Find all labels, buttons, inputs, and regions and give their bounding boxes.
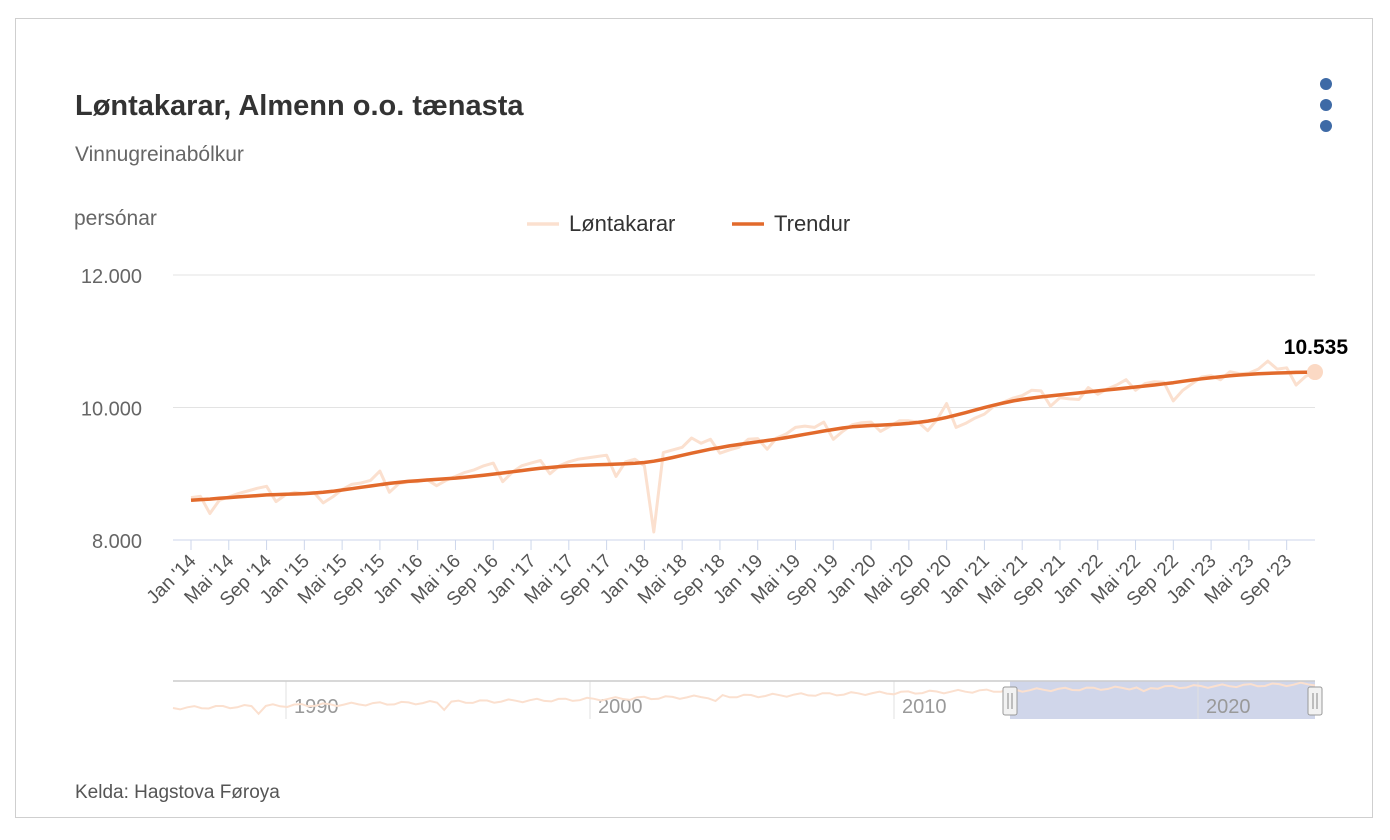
navigator-label: 2020 (1206, 696, 1251, 718)
legend-label: Løntakarar (569, 211, 675, 236)
more-vertical-icon[interactable] (1310, 74, 1342, 140)
last-value-label: 10.535 (1284, 336, 1349, 359)
navigator-label: 2010 (902, 696, 947, 718)
navigator-label: 1990 (294, 696, 339, 718)
navigator-handle-right[interactable] (1307, 686, 1323, 716)
menu-dot (1320, 120, 1332, 132)
y-axis-title: persónar (74, 207, 157, 230)
legend-item-lontakarar[interactable]: Løntakarar (527, 211, 675, 236)
y-tick-label: 12.000 (81, 266, 142, 288)
legend-label: Trendur (774, 211, 850, 236)
y-tick-label: 10.000 (81, 399, 142, 421)
handle-body (1307, 686, 1323, 716)
navigator-handle-left[interactable] (1002, 686, 1018, 716)
series-line-lontakarar (190, 359, 1316, 534)
menu-dot (1320, 78, 1332, 90)
series-line-trendur (190, 370, 1316, 503)
chart-subtitle: Vinnugreinabólkur (75, 143, 244, 166)
legend-item-trendur[interactable]: Trendur (732, 211, 850, 236)
handle-body (1002, 686, 1018, 716)
y-tick-label: 8.000 (92, 531, 142, 553)
chart-title: Løntakarar, Almenn o.o. tænasta (75, 90, 524, 122)
navigator-label: 2000 (598, 696, 643, 718)
source-credit: Kelda: Hagstova Føroya (75, 782, 280, 803)
menu-dot (1320, 99, 1332, 111)
navigator-series (172, 681, 1316, 716)
last-point-marker[interactable] (1307, 364, 1323, 381)
